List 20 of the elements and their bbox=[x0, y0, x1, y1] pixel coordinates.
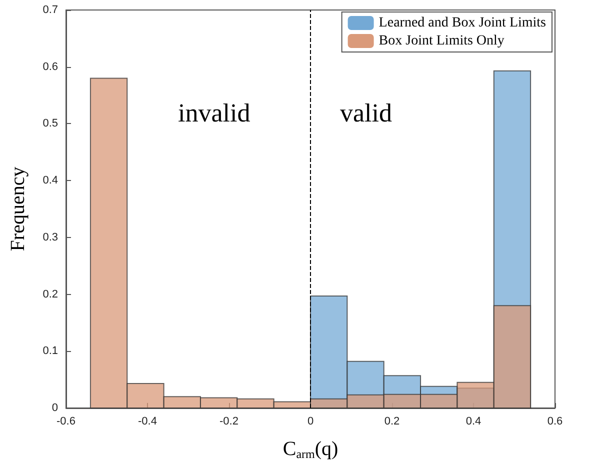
y-tick-label: 0.6 bbox=[42, 60, 58, 73]
y-tick-label: 0.3 bbox=[42, 231, 58, 244]
y-tick-label: 0.1 bbox=[42, 345, 58, 358]
x-tick-label: -0.4 bbox=[138, 416, 157, 428]
x-tick-label: 0.2 bbox=[384, 416, 400, 428]
x-tick-label: 0 bbox=[307, 416, 314, 428]
annotation: invalid bbox=[178, 98, 250, 128]
y-tick-label: 0.5 bbox=[42, 118, 58, 130]
x-tick-label: 0.6 bbox=[547, 416, 563, 428]
y-tick-label: 0.7 bbox=[42, 4, 58, 16]
annotation: valid bbox=[340, 98, 392, 128]
y-tick-label: 0.4 bbox=[42, 174, 58, 187]
y-tick-label: 0 bbox=[52, 402, 58, 414]
legend-label: Box Joint Limits Only bbox=[378, 34, 504, 48]
x-tick-label: 0.4 bbox=[466, 416, 482, 428]
x-tick-label: -0.6 bbox=[56, 416, 76, 428]
y-tick-label: 0.2 bbox=[42, 288, 58, 300]
legend-label: Learned and Box Joint Limits bbox=[378, 16, 546, 30]
y-axis-title: Frequency bbox=[7, 166, 29, 252]
x-tick-label: -0.2 bbox=[220, 416, 238, 428]
